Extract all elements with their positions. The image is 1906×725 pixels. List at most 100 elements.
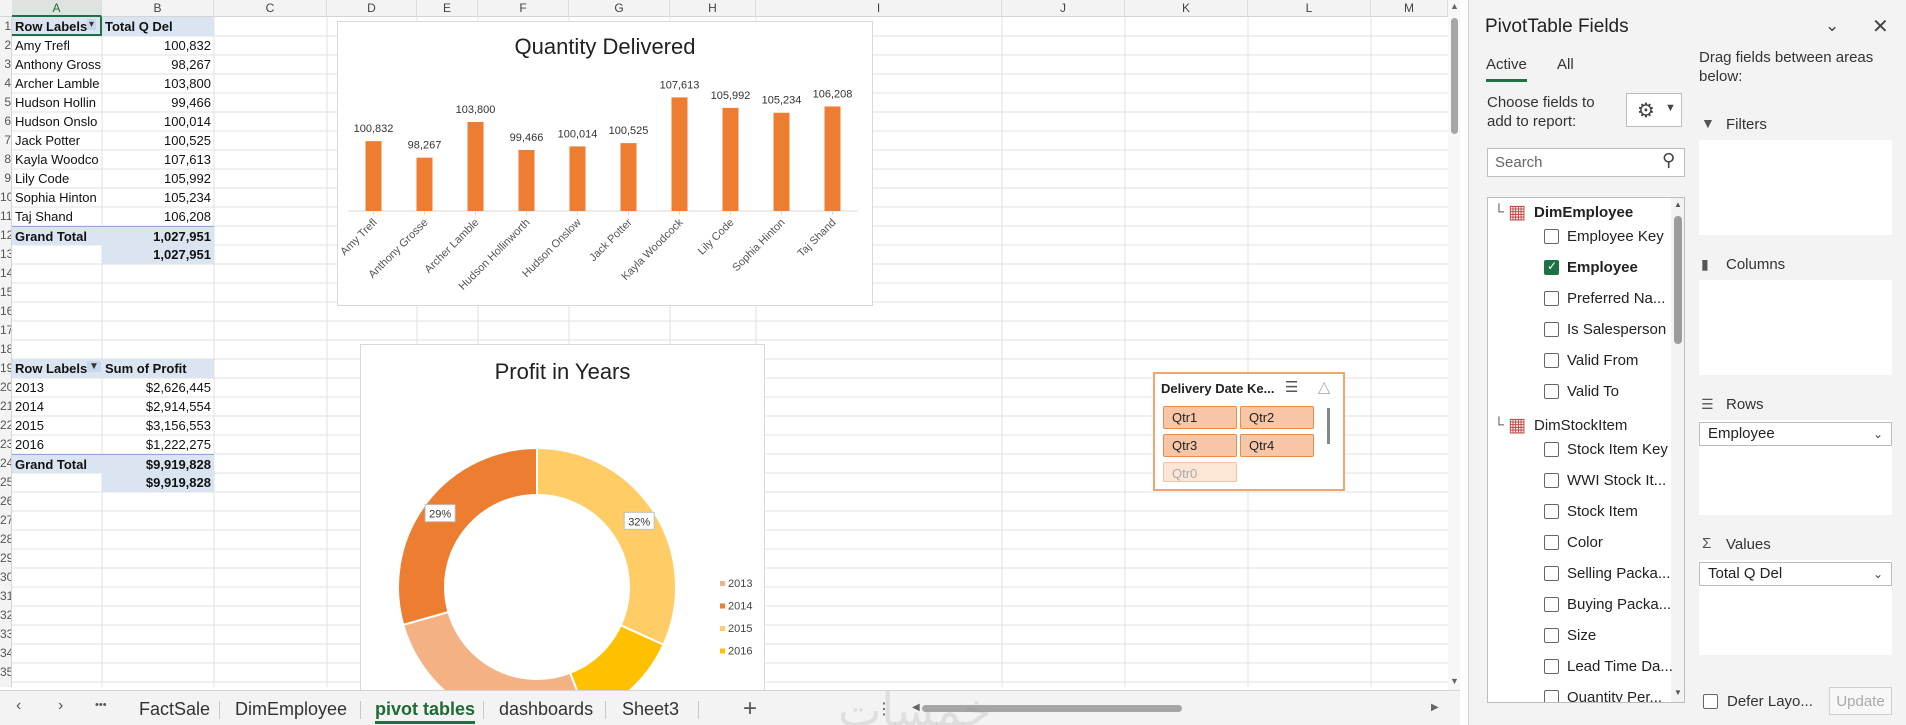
clear-filter-icon[interactable]: △ bbox=[1318, 379, 1331, 396]
scroll-up-icon[interactable]: ▲ bbox=[1450, 1, 1459, 11]
field-list-scrollbar[interactable]: ▲ ▼ bbox=[1671, 198, 1684, 702]
more-sheets-icon[interactable]: ••• bbox=[95, 699, 107, 711]
row-header-14[interactable]: 14 bbox=[0, 266, 11, 280]
field-checkbox[interactable] bbox=[1544, 597, 1559, 612]
slicer-button-qtr2[interactable]: Qtr2 bbox=[1240, 406, 1314, 429]
collapse-icon[interactable]: └ bbox=[1494, 416, 1504, 432]
field-checkbox[interactable]: ✓ bbox=[1544, 259, 1559, 275]
row-header-30[interactable]: 30 bbox=[0, 570, 11, 584]
column-header-b[interactable]: B bbox=[102, 0, 214, 17]
row-label[interactable]: Anthony Gross bbox=[15, 57, 101, 72]
row-header-13[interactable]: 13 bbox=[0, 247, 11, 261]
column-header-f[interactable]: F bbox=[478, 0, 569, 17]
tab-sheet3[interactable]: Sheet3 bbox=[622, 699, 680, 719]
field-item[interactable]: Selling Packa... bbox=[1544, 564, 1682, 586]
column-header-m[interactable]: M bbox=[1371, 0, 1448, 17]
grand-total-label[interactable]: Grand Total bbox=[12, 454, 102, 473]
dropdown-icon[interactable]: ▾ bbox=[87, 19, 97, 30]
row-header-24[interactable]: 24 bbox=[0, 456, 11, 470]
quantity-delivered-chart[interactable]: Quantity Delivered 100,832 Amy Trefl 98,26… bbox=[337, 21, 873, 306]
row-header-18[interactable]: 18 bbox=[0, 342, 11, 356]
field-item[interactable]: ✓ Employee bbox=[1544, 258, 1682, 280]
grand-total-value[interactable]: 1,027,951 bbox=[102, 226, 214, 245]
delivery-date-slicer[interactable]: Delivery Date Ke... ☰ △ Qtr1 Qtr2 Qtr3 Q… bbox=[1153, 372, 1345, 491]
update-button[interactable]: Update bbox=[1829, 687, 1892, 715]
field-checkbox[interactable] bbox=[1544, 504, 1559, 519]
row-header-9[interactable]: 9 bbox=[4, 171, 11, 185]
row-value[interactable]: 100,014 bbox=[164, 114, 211, 129]
column-header-j[interactable]: J bbox=[1002, 0, 1125, 17]
column-header-l[interactable]: L bbox=[1248, 0, 1371, 17]
grand-total-value[interactable]: $9,919,828 bbox=[102, 454, 214, 473]
row-value[interactable]: 107,613 bbox=[164, 152, 211, 167]
chevron-down-icon[interactable]: ⌄ bbox=[1825, 16, 1840, 35]
field-checkbox[interactable] bbox=[1544, 566, 1559, 581]
tab-active[interactable]: Active bbox=[1486, 56, 1527, 82]
row-label[interactable]: Hudson Onslo bbox=[15, 114, 98, 129]
row-header-32[interactable]: 32 bbox=[0, 608, 11, 622]
row-header-6[interactable]: 6 bbox=[4, 114, 11, 128]
row-header-1[interactable]: 1 bbox=[4, 19, 11, 33]
row-label[interactable]: 2016 bbox=[15, 437, 44, 452]
row-header-33[interactable]: 33 bbox=[0, 627, 11, 641]
row-header-4[interactable]: 4 bbox=[4, 76, 11, 90]
field-checkbox[interactable] bbox=[1544, 628, 1559, 643]
row-value[interactable]: 99,466 bbox=[171, 95, 211, 110]
row-label[interactable]: 2014 bbox=[15, 399, 44, 414]
column-header-h[interactable]: H bbox=[670, 0, 756, 17]
rows-field-employee[interactable]: Employee ⌄ bbox=[1699, 422, 1892, 446]
row-label[interactable]: Lily Code bbox=[15, 171, 70, 186]
search-icon[interactable]: ⚲ bbox=[1662, 150, 1676, 170]
slicer-button-qtr3[interactable]: Qtr3 bbox=[1163, 434, 1237, 457]
field-checkbox[interactable] bbox=[1544, 322, 1559, 337]
column-header-e[interactable]: E bbox=[417, 0, 478, 17]
row-value[interactable]: $2,914,554 bbox=[145, 399, 211, 414]
row-header-11[interactable]: 11 bbox=[0, 209, 12, 223]
field-item[interactable]: Buying Packa... bbox=[1544, 595, 1682, 617]
tab-all[interactable]: All bbox=[1557, 56, 1574, 73]
row-value[interactable]: 100,525 bbox=[164, 133, 211, 148]
scroll-up-icon[interactable]: ▲ bbox=[1674, 200, 1682, 209]
row-header-16[interactable]: 16 bbox=[0, 304, 11, 318]
tab-dimemployee[interactable]: DimEmployee bbox=[235, 699, 348, 719]
field-item[interactable]: Is Salesperson bbox=[1544, 320, 1682, 342]
search-input[interactable]: Search bbox=[1495, 154, 1543, 171]
row-header-23[interactable]: 23 bbox=[0, 437, 11, 451]
filters-drop-area[interactable] bbox=[1699, 140, 1892, 235]
multi-select-icon[interactable]: ☰ bbox=[1285, 379, 1299, 396]
row-header-2[interactable]: 2 bbox=[4, 38, 11, 52]
grand-total-label[interactable]: Grand Total bbox=[12, 226, 102, 245]
field-table-name[interactable]: DimStockItem bbox=[1534, 417, 1628, 434]
scroll-down-icon[interactable]: ▼ bbox=[1674, 688, 1682, 697]
field-item[interactable]: Size bbox=[1544, 626, 1682, 648]
row-header-29[interactable]: 29 bbox=[0, 551, 11, 565]
tools-button[interactable]: ⚙ ▼ bbox=[1626, 93, 1682, 127]
column-header-d[interactable]: D bbox=[327, 0, 417, 17]
scroll-left-icon[interactable]: ◀ bbox=[912, 702, 920, 713]
add-sheet-button[interactable]: + bbox=[743, 695, 758, 722]
row-value[interactable]: $3,156,553 bbox=[145, 418, 211, 433]
field-checkbox[interactable] bbox=[1544, 229, 1559, 244]
row-header-17[interactable]: 17 bbox=[0, 323, 11, 337]
vertical-scrollbar[interactable]: ▲ ▼ bbox=[1448, 0, 1460, 690]
field-list-scroll-thumb[interactable] bbox=[1674, 216, 1682, 344]
slicer-button-qtr1[interactable]: Qtr1 bbox=[1163, 406, 1237, 429]
row-header-34[interactable]: 34 bbox=[0, 646, 11, 660]
row-header-31[interactable]: 31 bbox=[0, 589, 11, 603]
row-header-28[interactable]: 28 bbox=[0, 532, 11, 546]
row-labels-header[interactable]: Row Labels bbox=[12, 17, 102, 36]
field-checkbox[interactable] bbox=[1544, 690, 1559, 702]
field-checkbox[interactable] bbox=[1544, 473, 1559, 488]
row-header-19[interactable]: 19 bbox=[0, 361, 11, 375]
field-item[interactable]: Lead Time Da... bbox=[1544, 657, 1682, 679]
row-label[interactable]: 2013 bbox=[15, 380, 44, 395]
column-header-a[interactable]: A bbox=[12, 0, 102, 17]
vertical-scroll-thumb[interactable] bbox=[1451, 18, 1458, 134]
field-item[interactable]: Stock Item Key bbox=[1544, 440, 1682, 462]
field-item[interactable]: Quantity Per... bbox=[1544, 688, 1682, 702]
row-header-8[interactable]: 8 bbox=[4, 152, 11, 166]
row-header-25[interactable]: 25 bbox=[0, 475, 11, 489]
row-value[interactable]: 103,800 bbox=[164, 76, 211, 91]
chevron-down-icon[interactable]: ⌄ bbox=[1872, 427, 1883, 441]
row-label[interactable]: Kayla Woodco bbox=[15, 152, 99, 167]
